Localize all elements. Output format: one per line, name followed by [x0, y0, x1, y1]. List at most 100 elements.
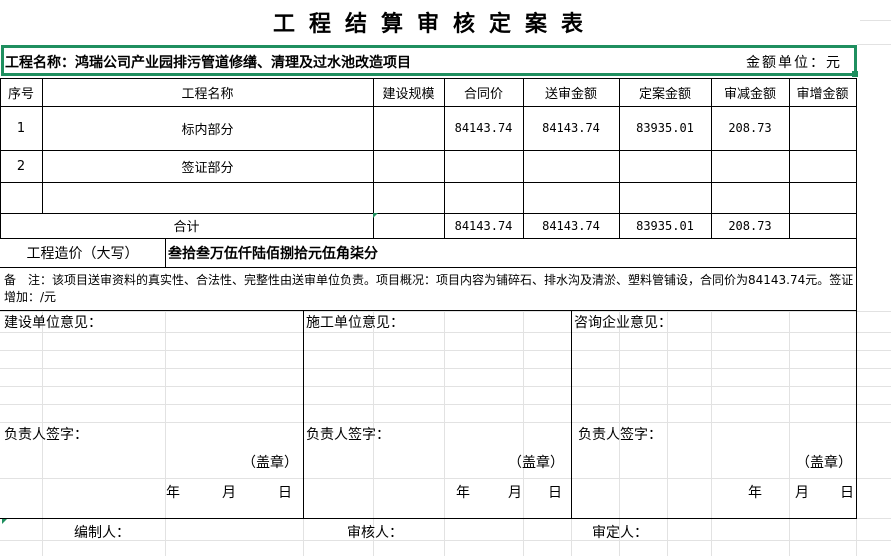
table-cell[interactable]	[42, 182, 373, 213]
border-line	[0, 267, 857, 268]
year-label[interactable]: 年	[456, 485, 470, 501]
table-cell[interactable]	[789, 150, 856, 182]
month-label[interactable]: 月	[508, 485, 522, 501]
border-line	[0, 238, 857, 239]
table-cell[interactable]	[444, 150, 523, 182]
column-header[interactable]: 送审金额	[544, 86, 597, 102]
approver-label: 审定人：	[592, 525, 648, 541]
year-label[interactable]: 年	[748, 485, 762, 501]
column-header[interactable]: 审减金额	[723, 86, 776, 102]
table-cell[interactable]	[619, 182, 711, 213]
total-cell[interactable]: 84143.74	[454, 218, 513, 233]
table-cell[interactable]: 标内部分	[181, 122, 234, 138]
column-header[interactable]: 定案金额	[638, 86, 691, 102]
project-name: 工程名称：鸿瑞公司产业园排污管道修缮、清理及过水池改造项目	[5, 54, 411, 71]
table-bg	[0, 44, 857, 311]
column-header[interactable]: 合同价	[463, 86, 503, 102]
table-cell[interactable]: 84143.74	[454, 121, 513, 135]
day-label[interactable]: 日	[548, 485, 562, 501]
opinion-title: 施工单位意见：	[306, 315, 404, 331]
table-cell[interactable]: 2	[16, 158, 26, 174]
column-header[interactable]: 审增金额	[796, 86, 849, 102]
total-cell[interactable]: 84143.74	[542, 218, 600, 233]
table-cell[interactable]	[0, 182, 42, 213]
gridline	[0, 311, 891, 312]
table-cell[interactable]: 1	[16, 120, 26, 136]
border-line	[0, 518, 857, 519]
border-line	[523, 78, 524, 238]
month-label[interactable]: 月	[795, 485, 809, 501]
fill-handle[interactable]	[852, 71, 858, 77]
column-header[interactable]: 工程名称	[181, 86, 234, 102]
total-label[interactable]: 合计	[173, 220, 200, 235]
gridline	[0, 332, 891, 333]
border-line	[373, 78, 374, 238]
gridline	[0, 404, 891, 405]
border-line	[42, 78, 43, 213]
page-title: 工程结算审核定案表	[272, 11, 597, 37]
signature-label[interactable]: 负责人签字：	[4, 427, 88, 443]
border-line	[0, 106, 857, 107]
gridline	[0, 478, 891, 479]
total-cell[interactable]	[373, 213, 444, 238]
day-label[interactable]: 日	[840, 485, 854, 501]
gridline	[0, 350, 891, 351]
gridline	[0, 386, 891, 387]
table-cell[interactable]	[711, 182, 789, 213]
compiler-label: 编制人：	[74, 525, 130, 541]
note[interactable]: 备 注：该项目送审资料的真实性、合法性、完整性由送审单位负责。项目概况：项目内容…	[4, 273, 854, 304]
border-line	[0, 310, 857, 311]
table-cell[interactable]: 签证部分	[181, 160, 234, 176]
column-header[interactable]: 建设规模	[382, 86, 435, 102]
price-in-words[interactable]: 叁拾叁万伍仟陆佰捌拾元伍角柒分	[168, 245, 378, 262]
border-line	[0, 150, 857, 151]
table-cell[interactable]: 208.73	[728, 121, 772, 135]
day-label[interactable]: 日	[278, 485, 292, 501]
signature-label[interactable]: 负责人签字：	[578, 427, 662, 443]
price-label: 工程造价（大写）	[26, 245, 139, 262]
table-cell[interactable]	[523, 182, 619, 213]
signature-label[interactable]: 负责人签字：	[306, 427, 390, 443]
table-cell[interactable]	[619, 150, 711, 182]
table-cell[interactable]	[789, 106, 856, 150]
gridline	[0, 540, 891, 541]
seal-label: （盖章）	[796, 455, 852, 471]
table-cell[interactable]	[444, 182, 523, 213]
table-cell[interactable]: 84143.74	[542, 121, 600, 135]
border-line	[0, 78, 1, 238]
seal-label: （盖章）	[508, 455, 564, 471]
table-cell[interactable]	[523, 150, 619, 182]
amount-unit: 金额单位：元	[746, 54, 842, 71]
cell-marker-icon	[373, 213, 378, 218]
total-cell[interactable]	[789, 213, 856, 238]
border-line	[619, 78, 620, 238]
table-cell[interactable]	[373, 150, 444, 182]
border-line	[165, 238, 166, 267]
border-line	[0, 213, 857, 214]
table-cell[interactable]	[373, 106, 444, 150]
border-line	[0, 182, 857, 183]
table-cell[interactable]: 83935.01	[636, 121, 694, 135]
table-cell[interactable]	[789, 182, 856, 213]
border-line	[711, 78, 712, 238]
table-cell[interactable]	[373, 182, 444, 213]
column-header[interactable]: 序号	[7, 86, 34, 102]
border-line	[0, 78, 857, 79]
opinion-title: 建设单位意见：	[4, 315, 102, 331]
total-cell[interactable]: 208.73	[728, 218, 772, 233]
opinion-title: 咨询企业意见：	[574, 315, 672, 331]
reviewer-label: 审核人：	[347, 525, 403, 541]
border-line	[571, 310, 572, 518]
border-line	[303, 310, 304, 518]
table-cell[interactable]	[711, 150, 789, 182]
year-label[interactable]: 年	[166, 485, 180, 501]
gridline	[0, 422, 891, 423]
selected-cell-project-name[interactable]	[1, 45, 857, 76]
border-line	[789, 78, 790, 238]
seal-label: （盖章）	[242, 455, 298, 471]
month-label[interactable]: 月	[222, 485, 236, 501]
total-cell[interactable]: 83935.01	[636, 218, 694, 233]
border-line	[444, 78, 445, 238]
title-bg	[0, 0, 860, 44]
